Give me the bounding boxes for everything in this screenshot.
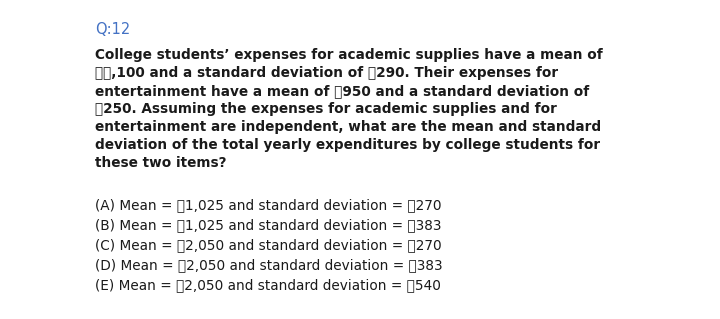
Text: entertainment have a mean of ＄950 and a standard deviation of: entertainment have a mean of ＄950 and a …: [95, 84, 589, 98]
Text: deviation of the total yearly expenditures by college students for: deviation of the total yearly expenditur…: [95, 138, 600, 152]
Text: ＄250. Assuming the expenses for academic supplies and for: ＄250. Assuming the expenses for academic…: [95, 102, 557, 116]
Text: (D) Mean = ＄2,050 and standard deviation = ＄383: (D) Mean = ＄2,050 and standard deviation…: [95, 258, 443, 272]
Text: these two items?: these two items?: [95, 156, 227, 170]
Text: ＄１,100 and a standard deviation of ＄290. Their expenses for: ＄１,100 and a standard deviation of ＄290.…: [95, 66, 558, 80]
Text: (A) Mean = ＄1,025 and standard deviation = ＄270: (A) Mean = ＄1,025 and standard deviation…: [95, 198, 441, 212]
Text: (E) Mean = ＄2,050 and standard deviation = ＄540: (E) Mean = ＄2,050 and standard deviation…: [95, 278, 441, 292]
Text: College students’ expenses for academic supplies have a mean of: College students’ expenses for academic …: [95, 48, 603, 62]
Text: Q:12: Q:12: [95, 22, 130, 37]
Text: entertainment are independent, what are the mean and standard: entertainment are independent, what are …: [95, 120, 601, 134]
Text: (C) Mean = ＄2,050 and standard deviation = ＄270: (C) Mean = ＄2,050 and standard deviation…: [95, 238, 441, 252]
Text: (B) Mean = ＄1,025 and standard deviation = ＄383: (B) Mean = ＄1,025 and standard deviation…: [95, 218, 441, 232]
